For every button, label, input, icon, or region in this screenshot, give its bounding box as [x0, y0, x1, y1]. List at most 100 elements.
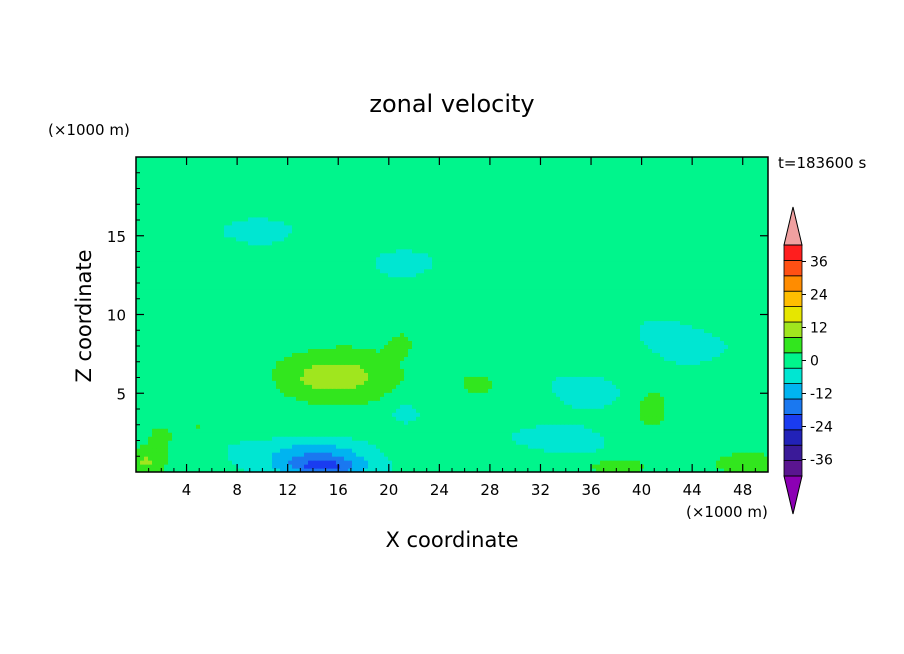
contour-cell [592, 432, 597, 437]
contour-cell [488, 456, 493, 461]
contour-cell [756, 372, 761, 377]
contour-cell [464, 424, 469, 429]
contour-cell [436, 388, 441, 393]
contour-cell [704, 356, 709, 361]
contour-cell [168, 364, 173, 369]
contour-cell [412, 420, 417, 425]
contour-cell [696, 468, 701, 472]
contour-cell [756, 436, 761, 441]
contour-cell [504, 348, 509, 353]
contour-cell [400, 348, 405, 353]
contour-cell [228, 400, 233, 405]
contour-cell [452, 448, 457, 453]
contour-cell [676, 376, 681, 381]
contour-cell [608, 408, 613, 413]
contour-cell [188, 448, 193, 453]
contour-cell [604, 368, 609, 373]
contour-cell [176, 428, 181, 433]
contour-cell [176, 416, 181, 421]
contour-cell [576, 432, 581, 437]
contour-cell [364, 416, 369, 421]
contour-cell [636, 400, 641, 405]
contour-cell [428, 360, 433, 365]
contour-cell [424, 436, 429, 441]
contour-cell [712, 440, 717, 445]
contour-cell [516, 352, 521, 357]
contour-cell [616, 348, 621, 353]
contour-cell [348, 428, 353, 433]
contour-cell [640, 368, 645, 373]
contour-cell [368, 420, 373, 425]
contour-cell [352, 460, 357, 465]
contour-cell [532, 424, 537, 429]
contour-cell [648, 460, 653, 465]
contour-cell [288, 400, 293, 405]
contour-cell [300, 396, 305, 401]
contour-cell [644, 396, 649, 401]
contour-cell [528, 464, 533, 469]
contour-cell [356, 436, 361, 441]
contour-cell [408, 428, 413, 433]
contour-cell [464, 416, 469, 421]
contour-cell [444, 400, 449, 405]
contour-cell [584, 452, 589, 457]
contour-cell [712, 448, 717, 453]
contour-cell [540, 384, 545, 389]
contour-cell [612, 420, 617, 425]
contour-cell [396, 408, 401, 413]
contour-cell [168, 408, 173, 413]
contour-cell [724, 400, 729, 405]
contour-cell [284, 464, 289, 469]
contour-cell [280, 372, 285, 377]
contour-cell [472, 356, 477, 361]
contour-cell [284, 408, 289, 413]
contour-cell [648, 392, 653, 397]
contour-cell [736, 392, 741, 397]
contour-cell [412, 440, 417, 445]
contour-cell [216, 380, 221, 385]
contour-cell [376, 376, 381, 381]
contour-cell [604, 360, 609, 365]
contour-cell [740, 416, 745, 421]
contour-cell [416, 436, 421, 441]
contour-cell [720, 468, 725, 472]
contour-cell [612, 412, 617, 417]
contour-cell [728, 396, 733, 401]
contour-cell [492, 468, 497, 472]
contour-cell [756, 428, 761, 433]
contour-cell [360, 344, 365, 349]
contour-cell [580, 456, 585, 461]
contour-cell [340, 392, 345, 397]
contour-cell [248, 420, 253, 425]
contour-cell [320, 404, 325, 409]
contour-cell [316, 392, 321, 397]
contour-cell [440, 428, 445, 433]
contour-cell [368, 416, 373, 421]
contour-cell [396, 440, 401, 445]
contour-cell [640, 460, 645, 465]
contour-cell [448, 452, 453, 457]
contour-cell [764, 464, 768, 469]
contour-cell [416, 468, 421, 472]
contour-cell [440, 388, 445, 393]
contour-cell [284, 368, 289, 373]
contour-cell [420, 408, 425, 413]
contour-cell [564, 356, 569, 361]
contour-cell [560, 380, 565, 385]
contour-cell [252, 376, 257, 381]
contour-cell [720, 388, 725, 393]
contour-cell [316, 416, 321, 421]
contour-cell [716, 420, 721, 425]
contour-cell [356, 412, 361, 417]
contour-cell [744, 444, 749, 449]
contour-cell [272, 448, 277, 453]
contour-cell [148, 412, 153, 417]
contour-cell [364, 360, 369, 365]
contour-cell [760, 372, 765, 377]
contour-cell [340, 456, 345, 461]
contour-cell [356, 432, 361, 437]
contour-cell [624, 352, 629, 357]
contour-cell [240, 404, 245, 409]
contour-cell [332, 364, 337, 369]
contour-cell [380, 460, 385, 465]
